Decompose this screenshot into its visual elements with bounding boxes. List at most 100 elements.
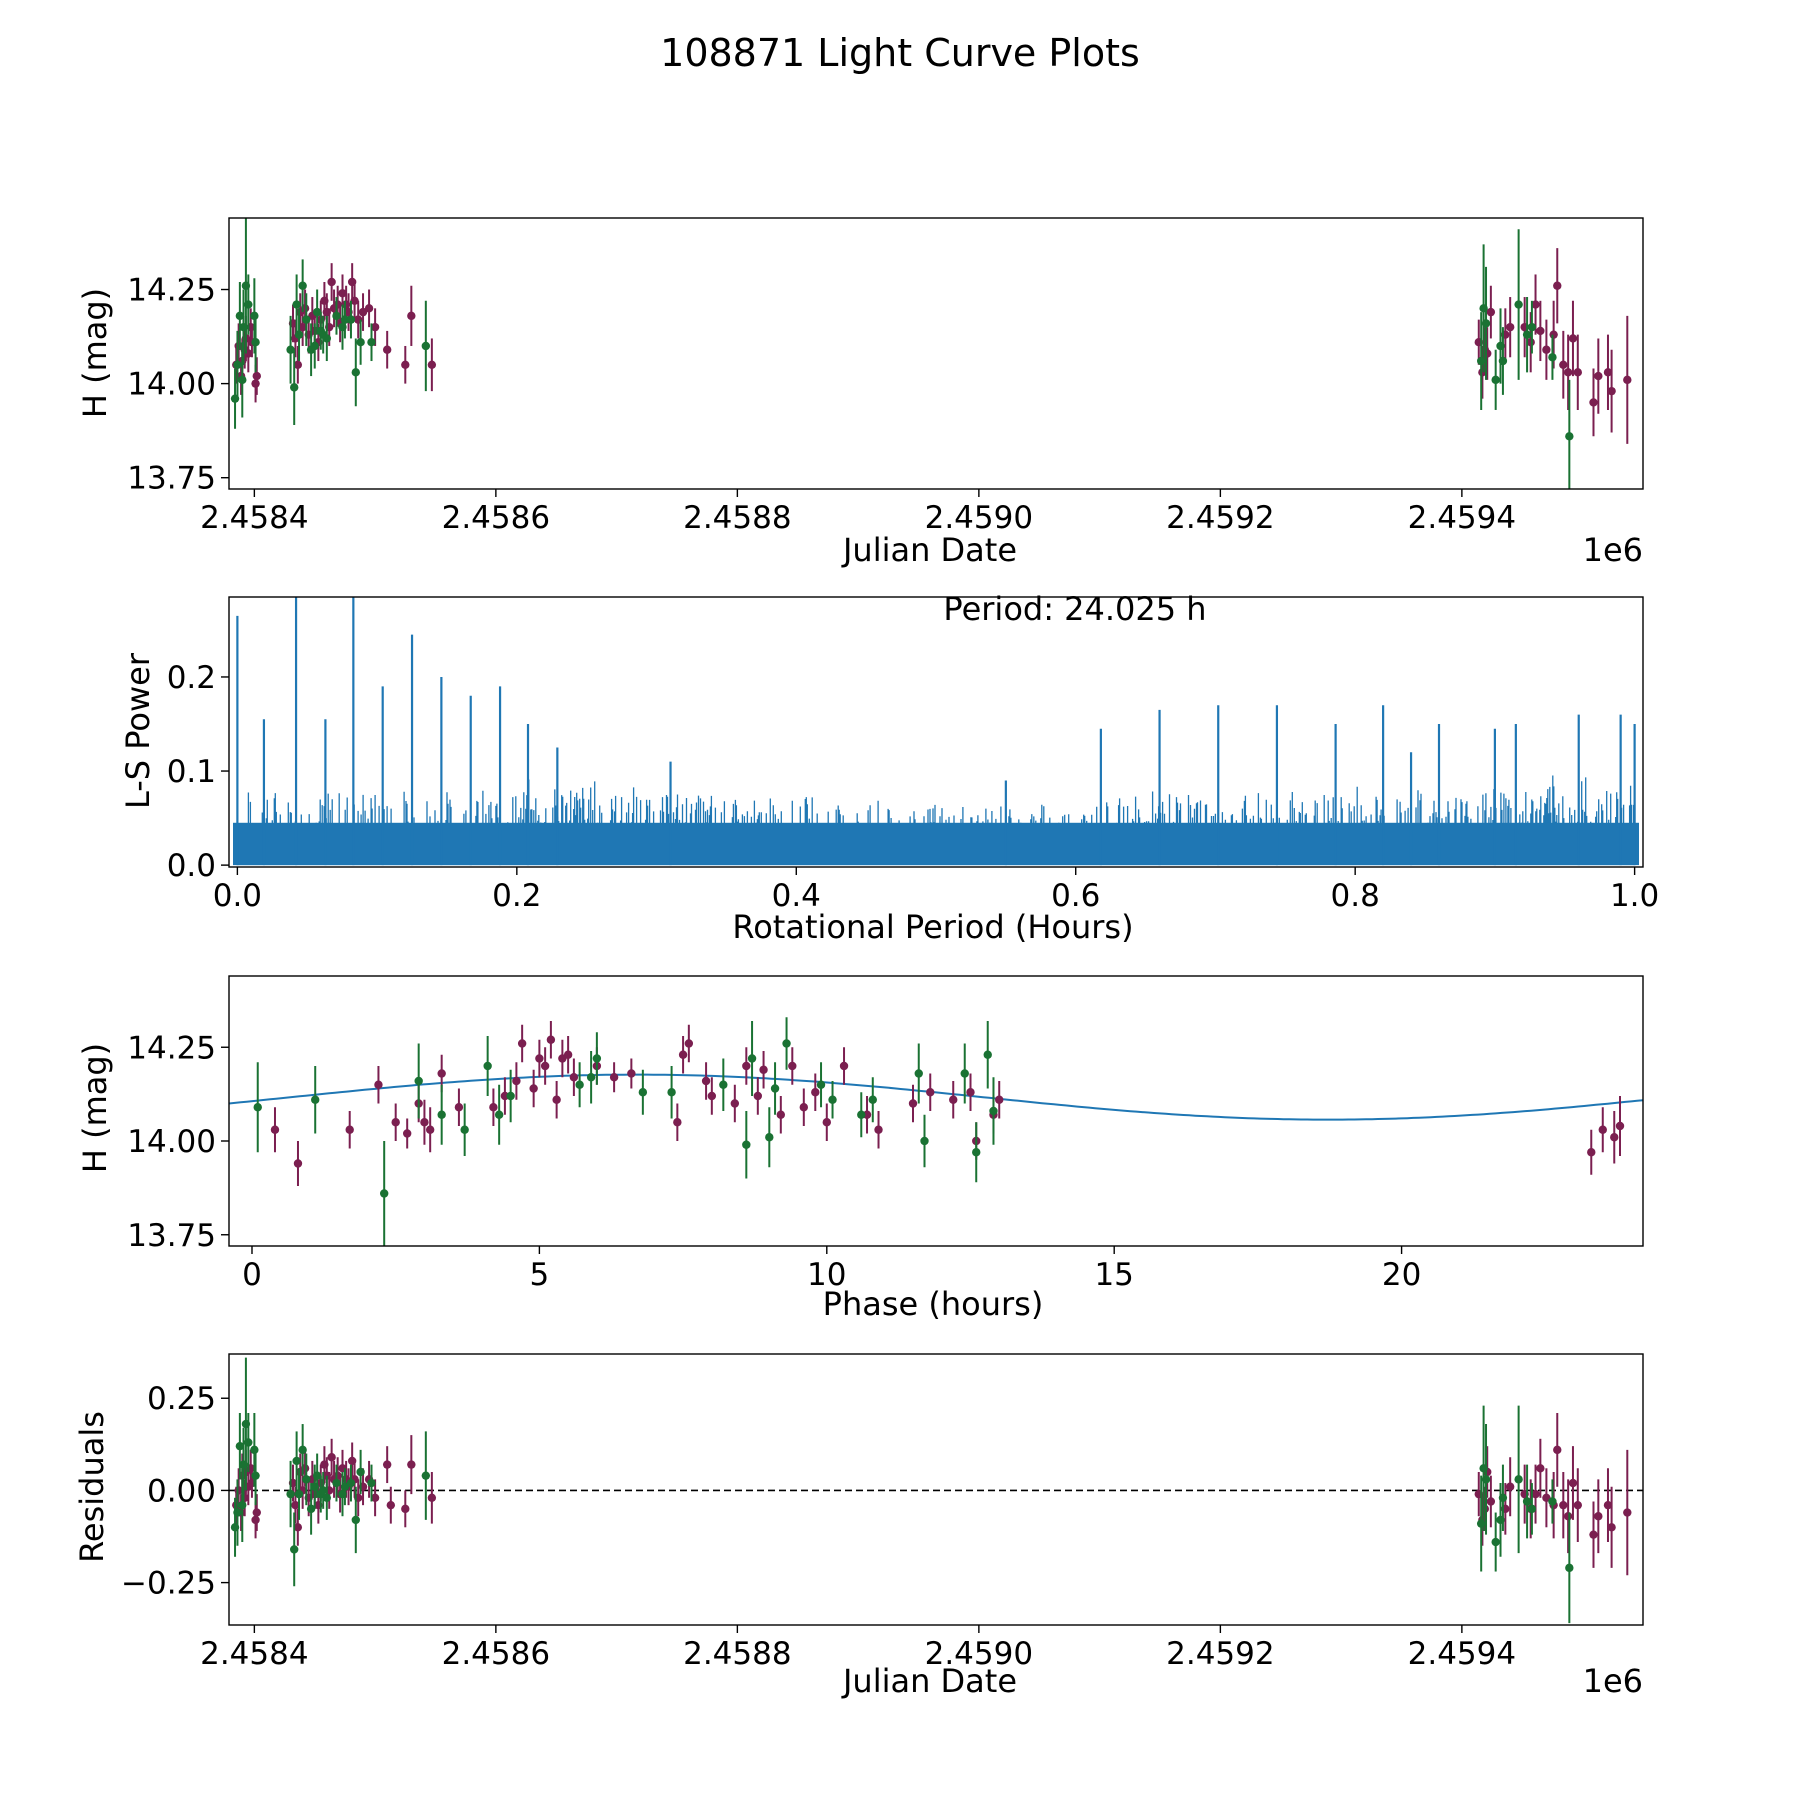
data-point bbox=[1589, 1530, 1598, 1539]
residuals-x-axis-label: Julian Date bbox=[841, 1662, 1017, 1700]
data-point bbox=[1549, 330, 1558, 339]
data-point bbox=[1565, 1563, 1574, 1573]
periodogram-y-tick-label: 0.1 bbox=[167, 754, 216, 790]
data-point bbox=[358, 307, 368, 317]
data-point bbox=[312, 1471, 322, 1480]
data-point bbox=[235, 1441, 245, 1451]
lightcurve-x-offset-label: 1e6 bbox=[1583, 531, 1643, 569]
lightcurve-y-tick-label: 14.00 bbox=[127, 367, 216, 403]
phased-y-tick-label: 14.00 bbox=[127, 1124, 216, 1160]
residuals-x-tick-label: 2.4590 bbox=[925, 1636, 1033, 1672]
data-point bbox=[356, 1467, 365, 1477]
data-point bbox=[828, 1095, 837, 1104]
data-point bbox=[1548, 353, 1557, 362]
data-point bbox=[1559, 360, 1568, 369]
data-point bbox=[1598, 1125, 1607, 1134]
data-point bbox=[407, 1460, 416, 1469]
phased-plot-area bbox=[229, 1017, 1643, 1246]
data-point bbox=[747, 1054, 757, 1063]
data-point bbox=[286, 1489, 295, 1499]
residuals-y-tick-label: 0.00 bbox=[147, 1473, 216, 1509]
data-point bbox=[244, 1438, 253, 1447]
data-point bbox=[244, 300, 253, 309]
data-point bbox=[1542, 1493, 1551, 1502]
data-point bbox=[250, 311, 259, 321]
data-point bbox=[414, 1076, 423, 1086]
lightcurve-plot-area bbox=[230, 218, 1632, 489]
data-point bbox=[233, 360, 242, 369]
data-point bbox=[1498, 1493, 1508, 1502]
residuals-x-offset-label: 1e6 bbox=[1583, 1662, 1643, 1700]
data-point bbox=[546, 1035, 556, 1044]
data-point bbox=[627, 1069, 636, 1078]
data-point bbox=[1505, 322, 1515, 332]
data-point bbox=[382, 1460, 392, 1469]
data-point bbox=[454, 1103, 464, 1112]
data-point bbox=[586, 1073, 596, 1082]
figure-title: 108871 Light Curve Plots bbox=[660, 31, 1140, 75]
data-point bbox=[995, 1095, 1004, 1104]
phased-y-tick-label: 14.25 bbox=[127, 1030, 216, 1066]
data-point bbox=[569, 1073, 579, 1082]
data-point bbox=[1594, 371, 1603, 381]
data-point bbox=[914, 1069, 923, 1078]
data-point bbox=[489, 1103, 498, 1112]
data-point bbox=[402, 1129, 412, 1138]
data-point bbox=[839, 1061, 849, 1071]
data-point bbox=[776, 1110, 786, 1119]
data-point bbox=[759, 1065, 768, 1074]
data-point bbox=[788, 1061, 797, 1071]
data-point bbox=[437, 1110, 446, 1119]
periodogram-panel: Rotational Period (Hours) L-S Power Peri… bbox=[119, 590, 1659, 946]
data-point bbox=[563, 1050, 573, 1059]
data-point bbox=[1486, 1497, 1496, 1506]
phased-x-tick-label: 10 bbox=[807, 1257, 846, 1293]
data-point bbox=[291, 1500, 300, 1510]
data-point bbox=[312, 307, 322, 317]
data-point bbox=[340, 315, 350, 324]
residuals-axes-frame bbox=[228, 1353, 1644, 1626]
data-point bbox=[401, 1504, 410, 1514]
data-point bbox=[1531, 300, 1540, 309]
data-point bbox=[1553, 281, 1562, 290]
data-point bbox=[673, 1118, 682, 1127]
residuals-series-a bbox=[232, 1412, 1632, 1576]
data-point bbox=[1514, 1475, 1523, 1484]
data-point bbox=[421, 341, 431, 351]
data-point bbox=[294, 330, 304, 339]
data-point bbox=[253, 1103, 262, 1112]
residuals-x-tick-label: 2.4594 bbox=[1408, 1636, 1516, 1672]
data-point bbox=[816, 1080, 826, 1089]
data-point bbox=[1587, 1148, 1596, 1157]
data-point bbox=[407, 311, 416, 321]
periodogram-plot-area bbox=[233, 597, 1639, 866]
periodogram-x-tick-label: 0.2 bbox=[492, 878, 541, 914]
data-point bbox=[972, 1148, 981, 1157]
data-point bbox=[292, 300, 301, 309]
data-point bbox=[302, 1475, 311, 1484]
phased-axes-frame bbox=[228, 975, 1644, 1247]
data-point bbox=[437, 1069, 446, 1078]
data-point bbox=[483, 1061, 492, 1071]
data-point bbox=[427, 360, 437, 369]
data-point bbox=[340, 1482, 350, 1491]
data-point bbox=[298, 281, 307, 290]
residuals-series-b bbox=[230, 1357, 1574, 1624]
data-point bbox=[235, 311, 245, 321]
data-point bbox=[401, 360, 410, 369]
phased-x-tick-label: 15 bbox=[1094, 1257, 1133, 1293]
data-point bbox=[367, 1478, 376, 1488]
data-point bbox=[338, 289, 347, 298]
data-point bbox=[500, 1091, 510, 1101]
lightcurve-x-tick-label: 2.4586 bbox=[442, 500, 550, 536]
residuals-x-tick-label: 2.4588 bbox=[683, 1636, 791, 1672]
data-point bbox=[742, 1061, 751, 1071]
data-point bbox=[251, 338, 260, 347]
data-point bbox=[332, 311, 341, 321]
data-point bbox=[1573, 368, 1582, 377]
phased-x-tick-label: 5 bbox=[530, 1257, 550, 1293]
data-point bbox=[382, 345, 392, 354]
data-point bbox=[306, 1504, 316, 1514]
data-point bbox=[460, 1125, 469, 1134]
model-fit-curve bbox=[229, 1073, 1643, 1121]
